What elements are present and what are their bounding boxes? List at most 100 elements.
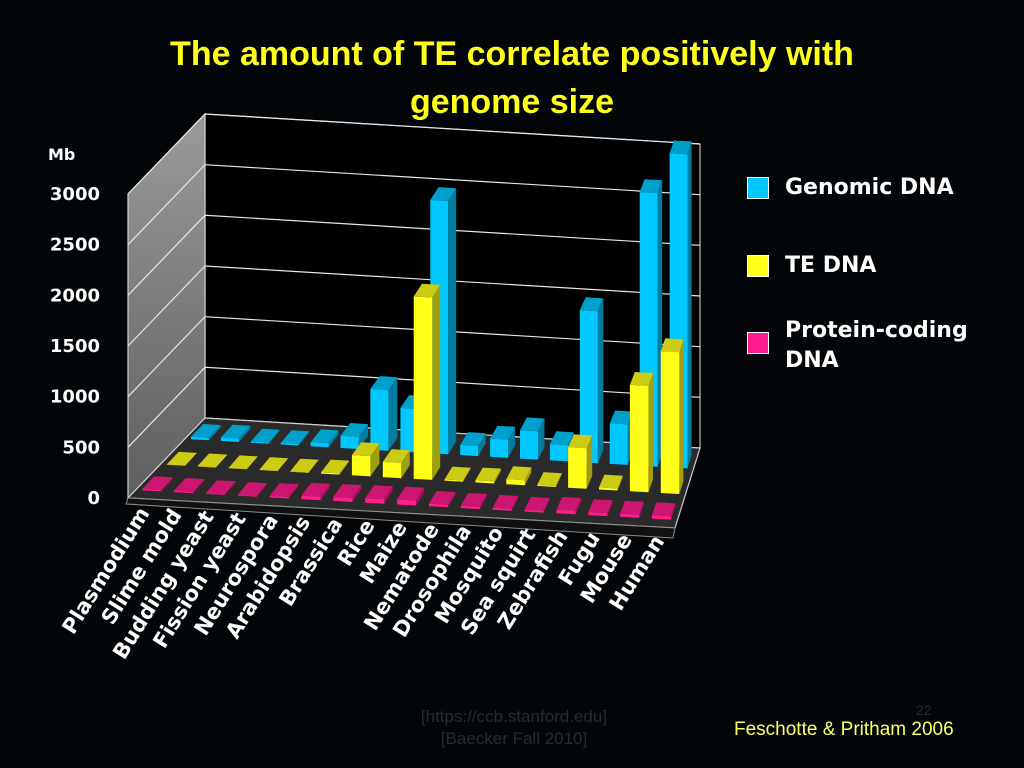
bar-front bbox=[397, 499, 417, 506]
bar-top bbox=[259, 457, 289, 471]
bar-front bbox=[568, 447, 587, 489]
bar-top bbox=[537, 472, 562, 486]
bar-genomic-dna-slime-mold bbox=[220, 424, 251, 442]
bar-front bbox=[629, 384, 649, 493]
bar-side bbox=[597, 298, 604, 464]
bar-front bbox=[537, 484, 556, 487]
bar-top bbox=[351, 442, 380, 457]
bar-front bbox=[460, 505, 480, 510]
bar-protein-coding-dna-brassica bbox=[333, 484, 362, 502]
bar-top bbox=[173, 478, 205, 492]
bar-top bbox=[652, 502, 676, 517]
bar-side bbox=[687, 141, 692, 469]
faint-footer-line-1: [https://ccb.stanford.edu] bbox=[420, 707, 608, 726]
bar-top bbox=[301, 482, 330, 497]
legend-label-genomic-dna: Genomic DNA bbox=[785, 175, 954, 200]
y-axis-ticks: 0 500 1000 1500 2000 2500 3000 bbox=[50, 184, 100, 509]
bar-side bbox=[320, 483, 330, 501]
y-tick-label: 1500 bbox=[50, 336, 100, 357]
bar-front bbox=[620, 513, 640, 518]
bar-side bbox=[384, 486, 393, 504]
bar-te-dna-mouse bbox=[629, 372, 653, 493]
gridline bbox=[127, 164, 701, 246]
bar-side bbox=[538, 418, 545, 460]
bar-side bbox=[448, 188, 457, 455]
bar-front bbox=[549, 444, 568, 462]
bar-protein-coding-dna-plasmodium bbox=[142, 476, 174, 492]
bar-side bbox=[308, 459, 319, 473]
bar-top bbox=[460, 493, 487, 507]
bar-side bbox=[432, 284, 441, 480]
legend-label-protein-coding-dna: Protein-coding DNA bbox=[785, 318, 968, 373]
bar-te-dna-nematode bbox=[444, 466, 471, 482]
bar-side bbox=[508, 426, 516, 458]
title-line-2: genome size bbox=[409, 83, 615, 121]
bar-te-dna-slime-mold bbox=[197, 453, 228, 468]
bar-front bbox=[660, 351, 680, 494]
bar-genomic-dna-fugu bbox=[609, 410, 633, 465]
bar-protein-coding-dna-rice bbox=[365, 485, 393, 504]
bar-side bbox=[479, 494, 487, 510]
bar-genomic-dna-fission-yeast bbox=[280, 430, 310, 446]
bar-front bbox=[556, 509, 576, 515]
bar-te-dna-sea-squirt bbox=[537, 472, 562, 487]
bar-side bbox=[215, 454, 228, 468]
bar-front bbox=[166, 464, 186, 466]
bar-protein-coding-dna-nematode bbox=[428, 490, 456, 508]
bar-front bbox=[310, 442, 329, 448]
bar-protein-coding-dna-human bbox=[652, 502, 676, 520]
bar-side bbox=[478, 433, 486, 457]
bar-front bbox=[191, 436, 209, 441]
bar-front bbox=[520, 430, 538, 460]
bar-side bbox=[388, 377, 398, 451]
bar-front bbox=[250, 441, 269, 444]
bar-top bbox=[492, 494, 519, 509]
bar-protein-coding-dna-sea-squirt bbox=[524, 496, 550, 513]
bar-front bbox=[413, 296, 433, 480]
page-number: 22 bbox=[916, 702, 932, 718]
bar-top bbox=[370, 376, 398, 390]
bar-front bbox=[142, 489, 162, 492]
bar-top bbox=[142, 476, 174, 491]
bar-top bbox=[620, 500, 644, 515]
bar-side bbox=[586, 435, 593, 489]
bar-genomic-dna-nematode bbox=[460, 432, 486, 457]
bar-top bbox=[556, 496, 582, 511]
bar-genomic-dna-plasmodium bbox=[191, 424, 221, 441]
gridline bbox=[127, 113, 701, 195]
bar-genomic-dna-drosophila bbox=[490, 425, 516, 458]
faint-footer-text: [https://ccb.stanford.edu] [Baecker Fall… bbox=[394, 706, 634, 750]
bar-top bbox=[444, 466, 471, 481]
bar-side bbox=[671, 503, 676, 520]
bar-te-dna-maize bbox=[413, 283, 441, 480]
bar-top bbox=[568, 434, 593, 449]
bar-side bbox=[555, 473, 562, 487]
floor-edge bbox=[125, 497, 676, 539]
bar-protein-coding-dna-slime-mold bbox=[173, 478, 205, 494]
bar-top bbox=[599, 474, 623, 489]
bar-protein-coding-dna-fugu bbox=[588, 499, 613, 517]
bar-side bbox=[607, 500, 613, 517]
bar-protein-coding-dna-mosquito bbox=[492, 494, 519, 511]
bar-top bbox=[669, 140, 692, 155]
bar-front bbox=[428, 503, 448, 508]
bar-side bbox=[370, 443, 380, 477]
bar-protein-coding-dna-arabidopsis bbox=[301, 482, 330, 501]
bar-te-dna-zebrafish bbox=[568, 434, 593, 489]
bar-side bbox=[224, 481, 236, 495]
bar-top bbox=[197, 453, 228, 468]
bar-genomic-dna-mosquito bbox=[520, 417, 545, 460]
bar-side bbox=[193, 479, 205, 494]
bar-side bbox=[246, 456, 258, 470]
bar-top bbox=[280, 430, 310, 445]
gridline bbox=[127, 214, 701, 296]
gridline bbox=[127, 265, 701, 347]
bar-side bbox=[524, 467, 532, 486]
legend-swatch-te-dna bbox=[747, 255, 769, 277]
bar-top bbox=[220, 424, 251, 439]
bar-front bbox=[382, 461, 402, 479]
bar-front bbox=[321, 472, 340, 475]
bar-top bbox=[397, 486, 425, 501]
bar-side bbox=[352, 485, 362, 502]
bar-top bbox=[579, 297, 604, 312]
